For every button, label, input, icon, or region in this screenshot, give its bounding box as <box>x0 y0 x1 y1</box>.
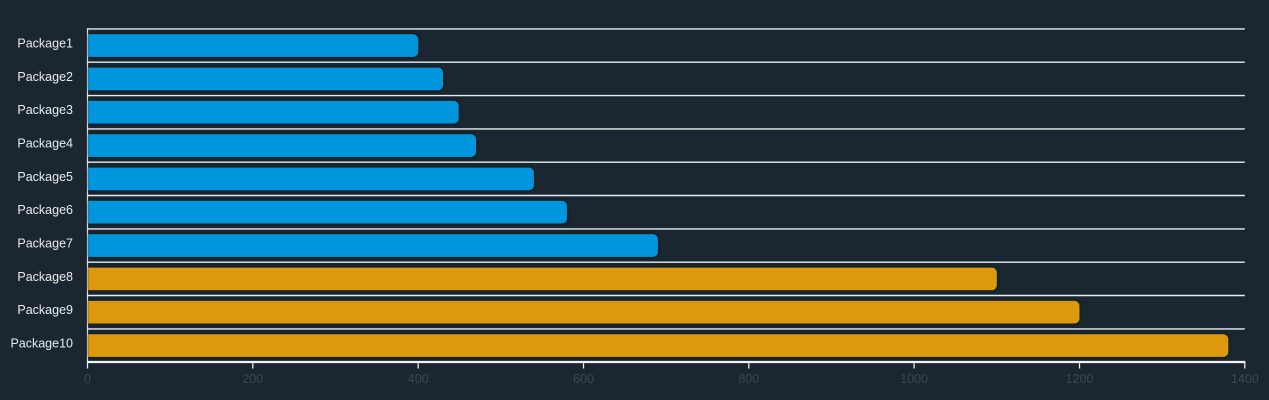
svg-text:Package1: Package1 <box>17 37 73 51</box>
svg-text:600: 600 <box>573 372 594 386</box>
svg-text:0: 0 <box>84 372 91 386</box>
svg-text:400: 400 <box>408 372 429 386</box>
svg-text:Package3: Package3 <box>17 103 73 117</box>
svg-text:1000: 1000 <box>900 372 928 386</box>
svg-text:Package4: Package4 <box>17 137 73 151</box>
svg-text:Package5: Package5 <box>17 170 73 184</box>
svg-text:Package10: Package10 <box>10 337 73 351</box>
svg-text:Package8: Package8 <box>17 270 73 284</box>
svg-text:Package6: Package6 <box>17 203 73 217</box>
svg-text:Package7: Package7 <box>17 237 73 251</box>
svg-text:800: 800 <box>738 372 759 386</box>
svg-text:Package9: Package9 <box>17 303 73 317</box>
svg-text:200: 200 <box>242 372 263 386</box>
svg-text:1200: 1200 <box>1066 372 1094 386</box>
svg-text:Package2: Package2 <box>17 70 73 84</box>
svg-text:1400: 1400 <box>1231 372 1259 386</box>
